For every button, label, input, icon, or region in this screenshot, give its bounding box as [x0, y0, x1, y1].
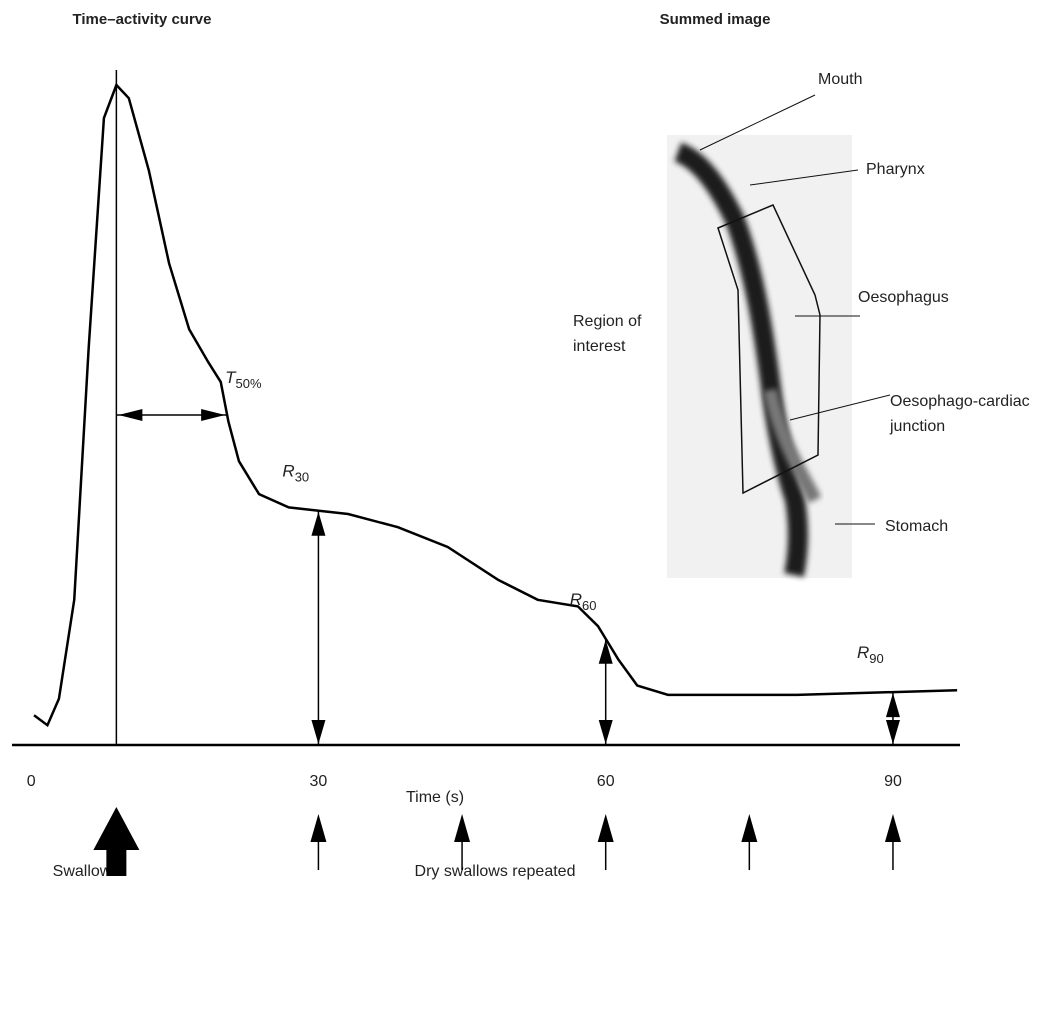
image-label: Pharynx: [866, 161, 925, 178]
image-title: Summed image: [660, 11, 771, 28]
residual-label-main: R: [282, 462, 294, 481]
image-label: Region of: [573, 313, 642, 330]
residual-label: R30: [282, 462, 309, 485]
arrow-head: [599, 720, 613, 744]
t50-label: T50%: [225, 368, 262, 391]
image-label: junction: [889, 418, 945, 435]
figure: Time–activity curve Summed image Time (s…: [0, 0, 1063, 1023]
dry-swallow-head: [741, 814, 757, 842]
x-tick-label: 90: [884, 773, 902, 790]
residual-label-sub: 30: [295, 470, 309, 485]
dry-swallow-head: [598, 814, 614, 842]
t50-label-sub: 50%: [236, 376, 262, 391]
image-label: Stomach: [885, 518, 948, 535]
image-label: Oesophago-cardiac: [890, 393, 1030, 410]
image-label: Mouth: [818, 71, 862, 88]
x-tick-label: 0: [27, 773, 36, 790]
image-label: Oesophagus: [858, 289, 949, 306]
x-axis-label: Time (s): [406, 789, 464, 806]
arrow-head: [118, 409, 142, 421]
arrow-head: [886, 720, 900, 744]
residual-label-sub: 60: [582, 598, 596, 613]
dry-swallow-head: [454, 814, 470, 842]
arrow-head: [311, 512, 325, 536]
residual-label: R60: [570, 590, 597, 613]
image-label: interest: [573, 338, 626, 355]
dry-swallow-head: [310, 814, 326, 842]
x-tick-label: 30: [310, 773, 328, 790]
chart-title: Time–activity curve: [73, 11, 212, 28]
residual-label-main: R: [857, 644, 869, 663]
arrow-head: [886, 693, 900, 717]
dry-swallow-label: Dry swallows repeated: [415, 863, 576, 880]
dry-swallow-head: [885, 814, 901, 842]
arrow-head: [311, 720, 325, 744]
residual-label-main: R: [570, 590, 582, 609]
arrow-head: [599, 640, 613, 664]
x-tick-label: 60: [597, 773, 615, 790]
summed-image: [667, 95, 890, 578]
swallow-label: Swallow: [53, 863, 112, 880]
arrow-head: [201, 409, 225, 421]
residual-label-sub: 90: [869, 652, 883, 667]
residual-label: R90: [857, 644, 884, 667]
